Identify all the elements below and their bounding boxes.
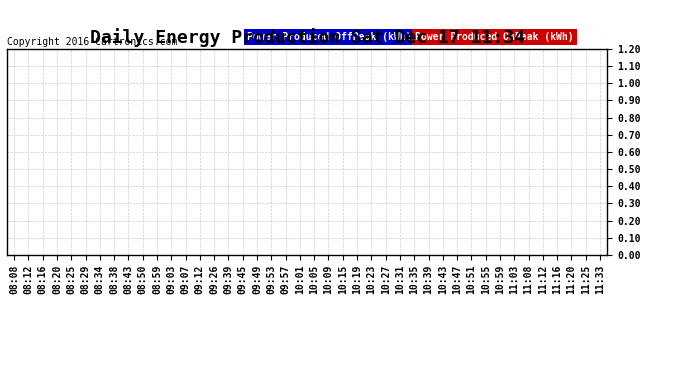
Text: Power Produced OnPeak (kWh): Power Produced OnPeak (kWh) [415, 32, 573, 42]
Text: Power Produced OffPeak (kWh): Power Produced OffPeak (kWh) [247, 32, 411, 42]
Title: Daily Energy Production Sat Dec 17 11:34: Daily Energy Production Sat Dec 17 11:34 [90, 28, 524, 47]
Text: Copyright 2016 Cartronics.com: Copyright 2016 Cartronics.com [7, 37, 177, 47]
